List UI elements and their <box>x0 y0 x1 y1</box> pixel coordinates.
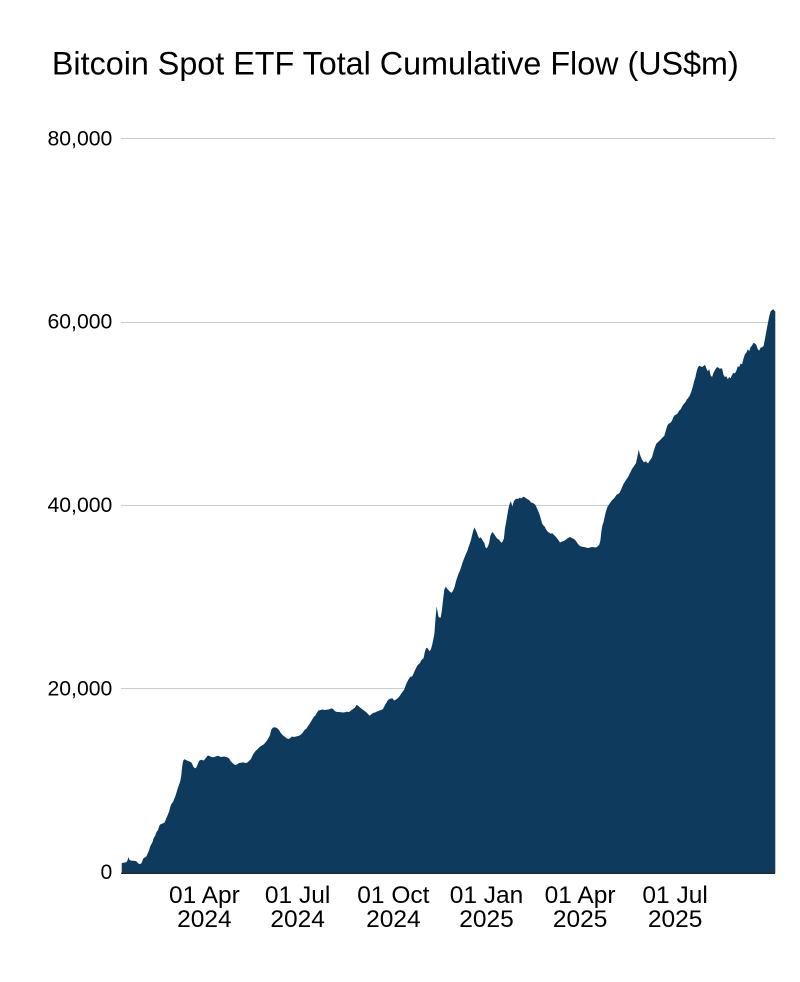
svg-text:80,000: 80,000 <box>47 127 112 150</box>
svg-text:2024: 2024 <box>366 906 421 933</box>
svg-text:01 Apr: 01 Apr <box>545 882 616 909</box>
svg-text:01 Jan: 01 Jan <box>450 882 524 909</box>
svg-text:60,000: 60,000 <box>47 311 112 334</box>
svg-text:01 Jul: 01 Jul <box>265 882 330 909</box>
svg-text:2025: 2025 <box>553 906 608 933</box>
svg-text:01 Oct: 01 Oct <box>357 882 429 909</box>
svg-text:2024: 2024 <box>270 906 325 933</box>
svg-text:Bitcoin Spot ETF Total Cumulat: Bitcoin Spot ETF Total Cumulative Flow (… <box>52 46 739 82</box>
svg-text:20,000: 20,000 <box>47 678 112 701</box>
svg-text:2025: 2025 <box>459 906 514 933</box>
svg-text:40,000: 40,000 <box>47 494 112 517</box>
svg-text:01 Jul: 01 Jul <box>642 882 707 909</box>
svg-text:2024: 2024 <box>177 906 232 933</box>
svg-text:0: 0 <box>101 861 113 884</box>
svg-text:2025: 2025 <box>648 906 703 933</box>
svg-text:01 Apr: 01 Apr <box>169 882 240 909</box>
